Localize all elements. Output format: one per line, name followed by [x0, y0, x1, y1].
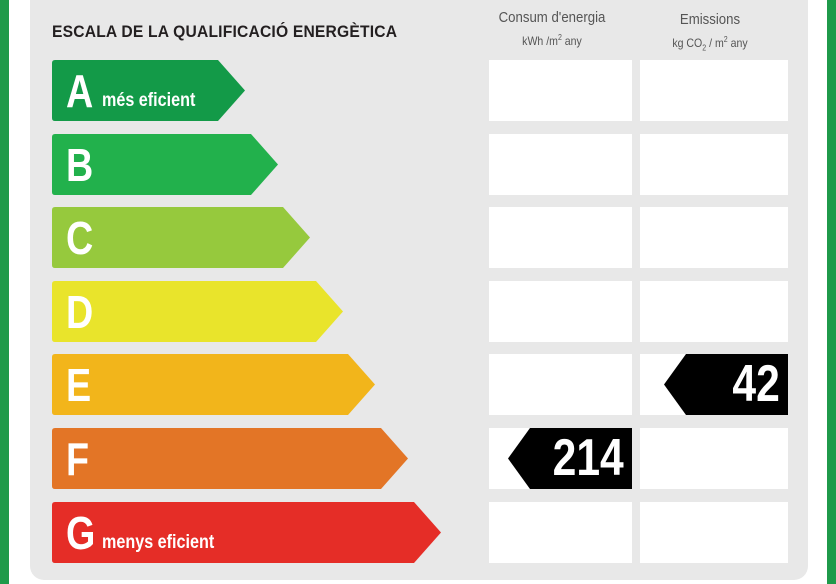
emissions-cell-d: [640, 281, 788, 342]
energy-cell-f: 214: [489, 428, 632, 489]
class-letter: B: [66, 139, 94, 191]
energy-cell-e: [489, 354, 632, 415]
class-letter: E: [66, 359, 92, 411]
energy-column-header: Consum d'energia kWh /m2 any: [487, 9, 617, 50]
emissions-cell-g: [640, 502, 788, 563]
energy-cell-c: [489, 207, 632, 268]
class-letter: C: [66, 212, 94, 264]
class-arrow-d: D: [52, 281, 343, 342]
class-note: menys eficient: [102, 532, 215, 553]
energy-column-unit: kWh /m2 any: [522, 33, 582, 48]
class-arrow-b: B: [52, 134, 278, 195]
energy-cell-d: [489, 281, 632, 342]
emissions-rating-value: 42: [732, 355, 780, 413]
emissions-cell-f: [640, 428, 788, 489]
energy-cell-a: [489, 60, 632, 121]
energy-rating-value: 214: [552, 429, 624, 487]
emissions-cell-a: [640, 60, 788, 121]
class-note: més eficient: [102, 90, 196, 111]
class-arrow-f: F: [52, 428, 408, 489]
scale-title: ESCALA DE LA QUALIFICACIÓ ENERGÈTICA: [52, 22, 398, 41]
emissions-column-header: Emissions kg CO2 / m2 any: [644, 11, 776, 57]
emissions-cell-e: 42: [640, 354, 788, 415]
emissions-cell-b: [640, 134, 788, 195]
class-arrow-e: E: [52, 354, 375, 415]
emissions-column-unit: kg CO2 / m2 any: [672, 35, 748, 53]
energy-cell-b: [489, 134, 632, 195]
class-arrow-c: C: [52, 207, 310, 268]
class-letter: G: [66, 507, 96, 559]
emissions-cell-c: [640, 207, 788, 268]
class-letter: F: [66, 433, 90, 485]
energy-rating-marker: 214: [508, 428, 632, 489]
emissions-column-label: Emissions: [679, 11, 741, 28]
energy-cell-g: [489, 502, 632, 563]
emissions-rating-marker: 42: [664, 354, 788, 415]
class-letter: D: [66, 286, 94, 338]
energy-column-label: Consum d'energia: [498, 9, 606, 26]
class-letter: A: [66, 65, 94, 117]
